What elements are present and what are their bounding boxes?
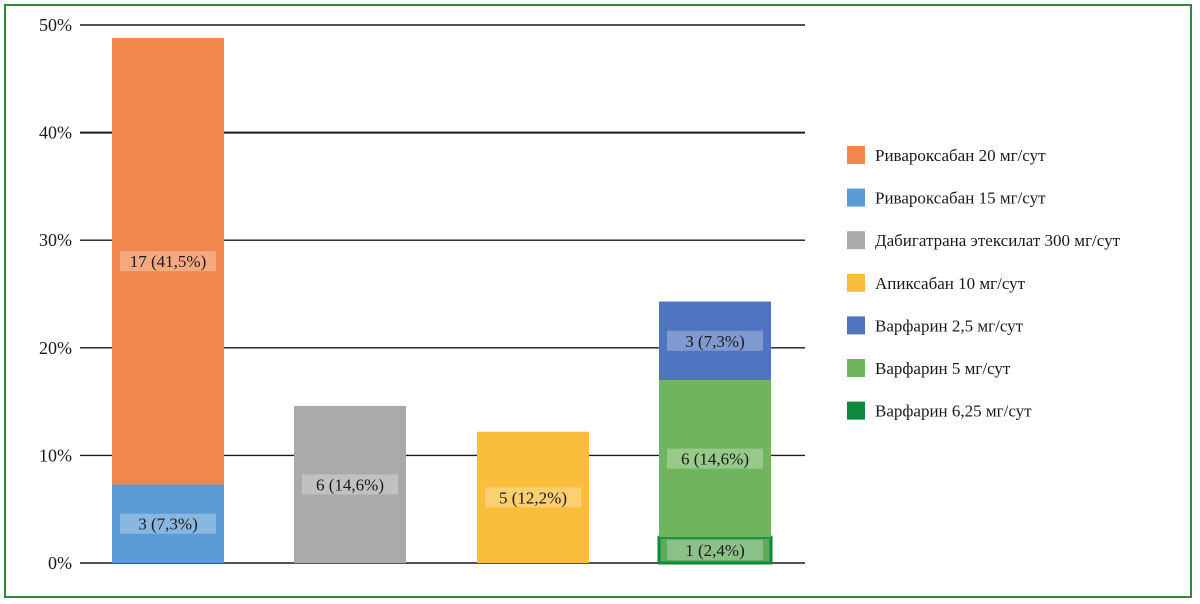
bar-segment (659, 301, 771, 381)
legend-swatch (847, 316, 865, 335)
legend-swatch (847, 401, 865, 420)
legend-swatch (847, 146, 865, 164)
data-label: 6 (14,6%) (316, 475, 384, 494)
legend-label: Дабигатрана этексилат 300 мг/сут (875, 231, 1121, 250)
legend-label: Апиксабан 10 мг/сут (875, 274, 1026, 293)
data-label-bg (120, 251, 216, 272)
bar-segment (477, 431, 589, 563)
y-tick-label: 30% (39, 230, 72, 250)
legend-swatch (847, 273, 865, 292)
data-label: 3 (7,3%) (685, 332, 744, 351)
legend-label: Варфарин 6,25 мг/сут (875, 402, 1032, 421)
data-label: 6 (14,6%) (681, 450, 749, 469)
data-label-bg (302, 474, 398, 495)
bar-segment (112, 484, 224, 563)
legend-label: Ривароксабан 20 мг/сут (875, 146, 1046, 165)
legend-swatch (847, 231, 865, 250)
bar-segment (112, 37, 224, 485)
y-tick-label: 10% (39, 445, 72, 465)
data-label-bg (667, 330, 763, 351)
legend-label: Варфарин 2,5 мг/сут (875, 316, 1024, 335)
legend-label: Ривароксабан 15 мг/сут (875, 189, 1046, 208)
data-label: 1 (2,4%) (685, 541, 744, 560)
data-label-bg (120, 513, 216, 534)
data-label-bg (667, 540, 763, 561)
legend-swatch (847, 188, 865, 207)
data-label-bg (485, 487, 581, 508)
data-label-bg (667, 448, 763, 469)
y-tick-label: 0% (48, 553, 72, 573)
legend-swatch (847, 359, 865, 377)
bar-segment (659, 380, 771, 538)
bar-segment (294, 405, 406, 563)
y-tick-label: 20% (39, 338, 72, 358)
data-label: 3 (7,3%) (138, 515, 197, 534)
bar-segment (657, 535, 773, 565)
y-tick-label: 50% (39, 15, 72, 35)
data-label: 17 (41,5%) (130, 252, 206, 271)
legend-label: Варфарин 5 мг/сут (875, 359, 1011, 378)
data-label: 5 (12,2%) (499, 488, 567, 507)
y-tick-label: 40% (39, 123, 72, 143)
